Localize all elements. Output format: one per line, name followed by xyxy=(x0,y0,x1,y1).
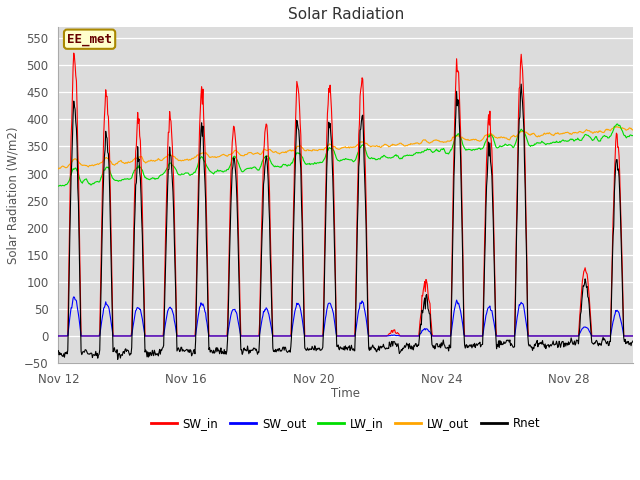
X-axis label: Time: Time xyxy=(332,387,360,400)
Legend: SW_in, SW_out, LW_in, LW_out, Rnet: SW_in, SW_out, LW_in, LW_out, Rnet xyxy=(146,413,545,435)
Title: Solar Radiation: Solar Radiation xyxy=(287,7,404,22)
Y-axis label: Solar Radiation (W/m2): Solar Radiation (W/m2) xyxy=(7,126,20,264)
Text: EE_met: EE_met xyxy=(67,33,112,46)
